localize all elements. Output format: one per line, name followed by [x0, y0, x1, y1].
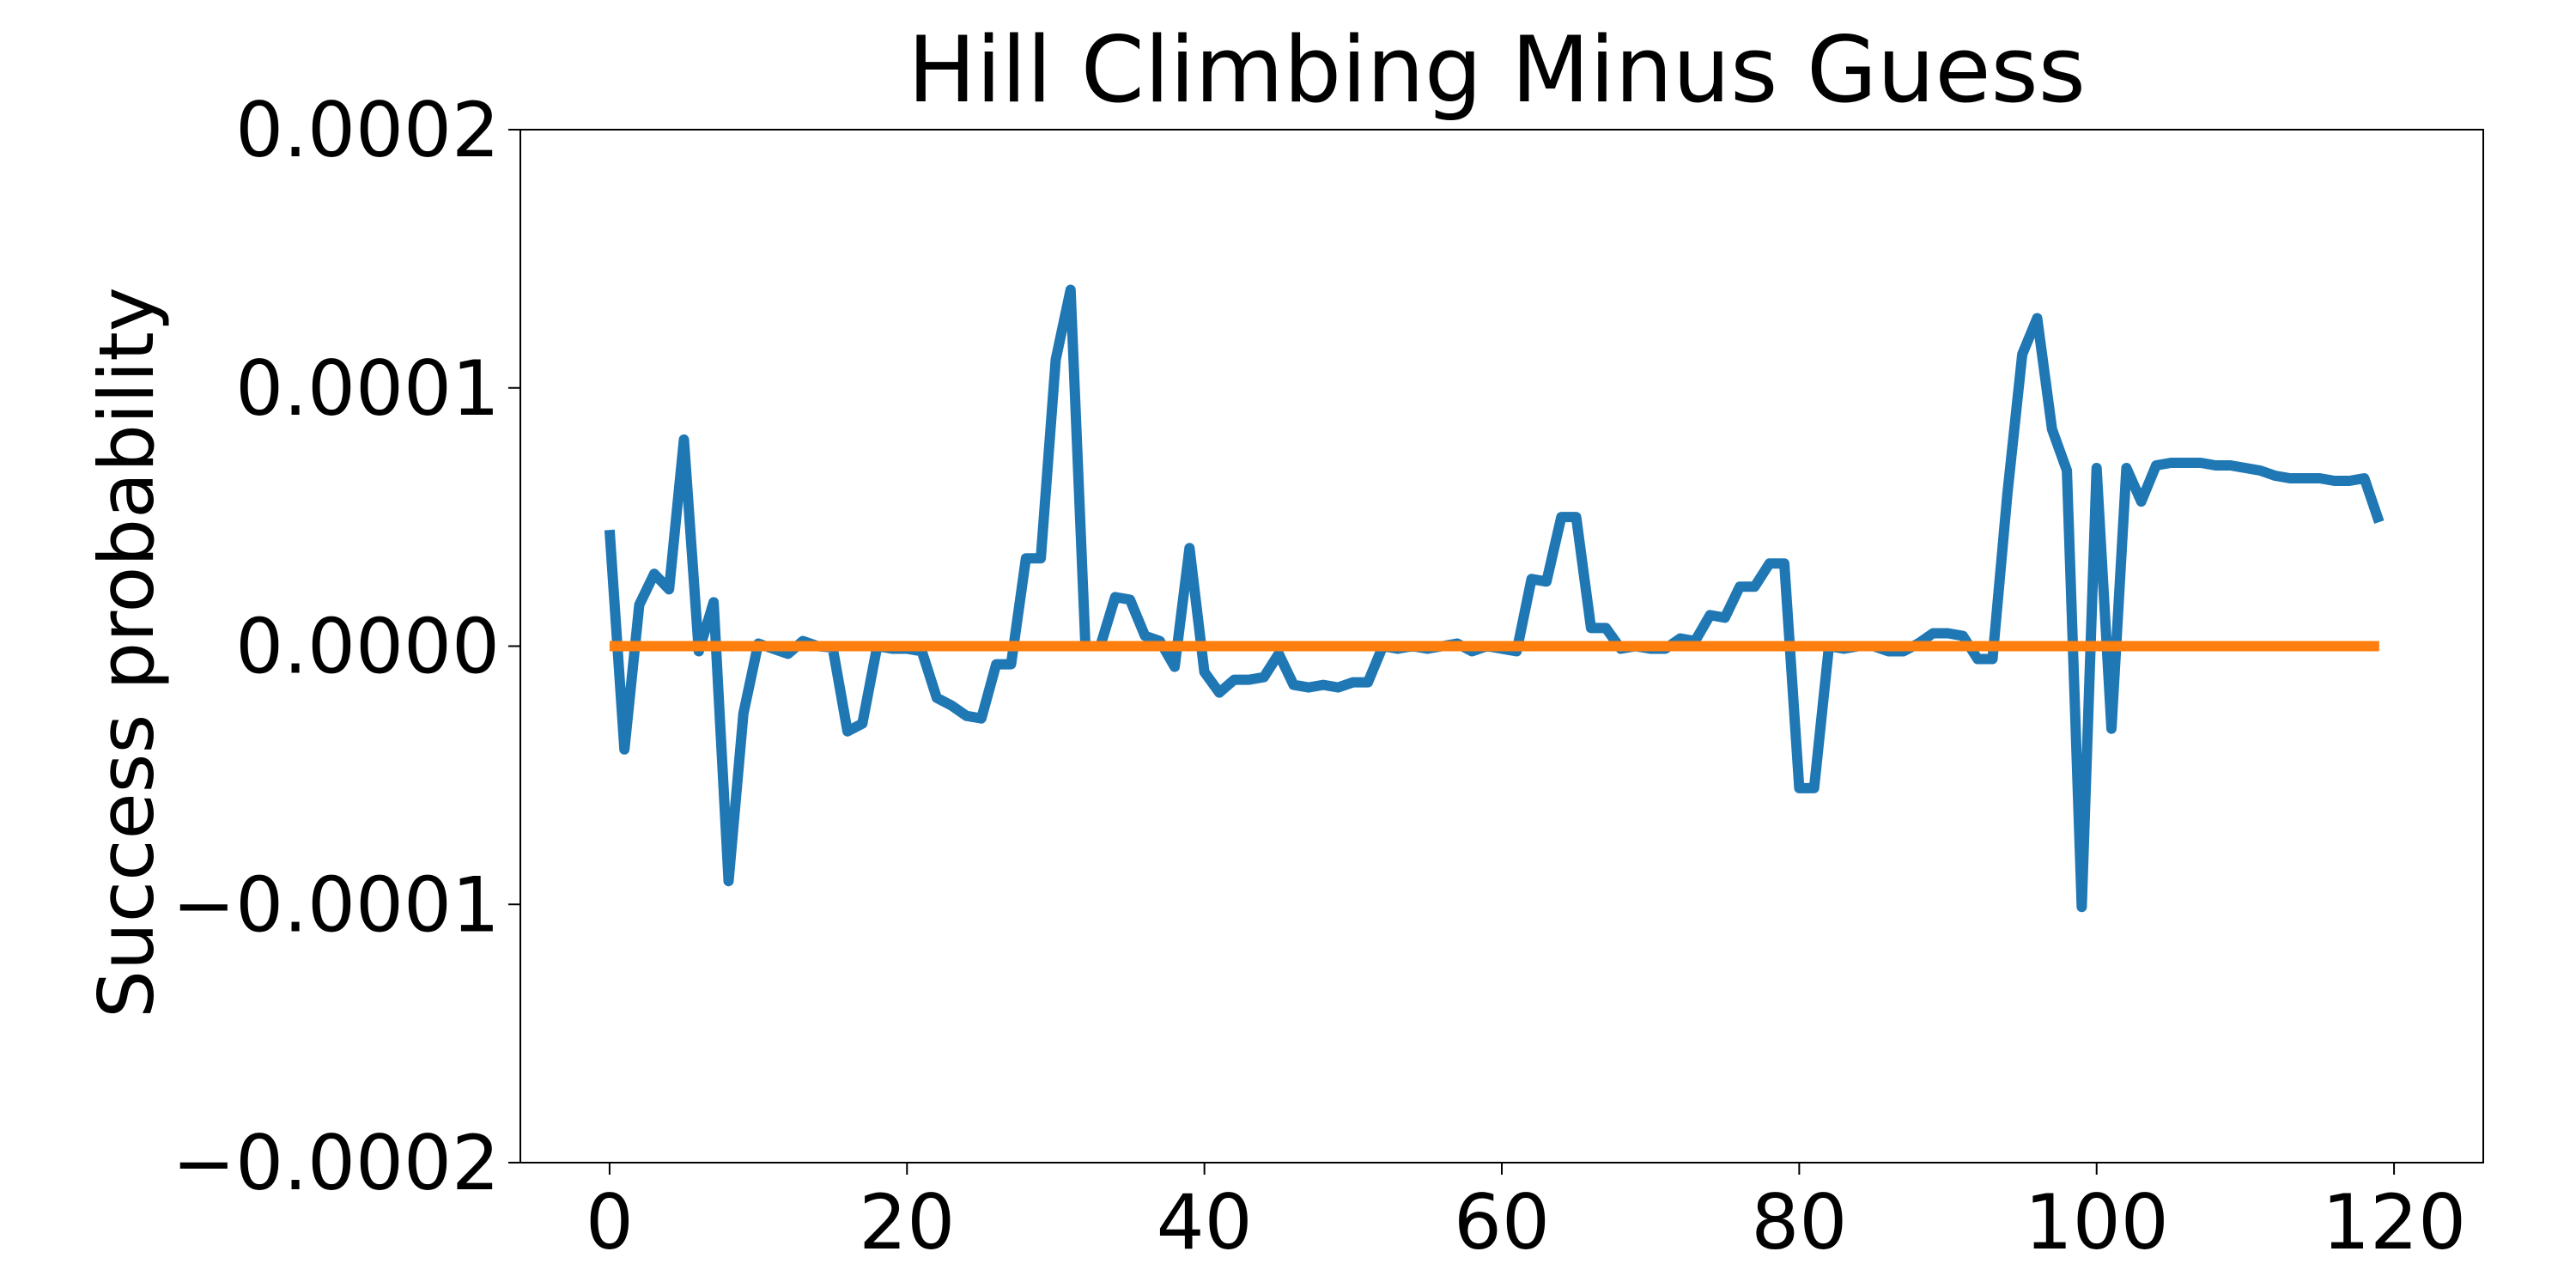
x-tick-label: 120 — [2322, 1178, 2466, 1267]
x-tick-label: 20 — [859, 1178, 955, 1267]
x-tick-label: 60 — [1454, 1178, 1550, 1267]
x-tick-label: 80 — [1751, 1178, 1847, 1267]
x-tick-label: 0 — [586, 1178, 634, 1267]
chart-title: Hill Climbing Minus Guess — [908, 17, 2086, 123]
y-tick-label: −0.0001 — [172, 860, 500, 949]
y-axis-label: Success probability — [82, 287, 171, 1018]
y-tick-label: 0.0002 — [235, 86, 500, 174]
y-tick-label: 0.0000 — [235, 603, 500, 691]
axis-ticks: 0 20 40 60 80 100 120 0.0002 0.0001 0.0000 −0.0001… — [172, 86, 2466, 1267]
x-tick-label: 100 — [2025, 1178, 2169, 1267]
y-tick-label: 0.0001 — [235, 344, 500, 433]
axes-frame — [519, 129, 2484, 1163]
series-group — [604, 284, 2385, 913]
y-tick-label: −0.0002 — [172, 1119, 500, 1207]
x-tick-label: 40 — [1157, 1178, 1253, 1267]
